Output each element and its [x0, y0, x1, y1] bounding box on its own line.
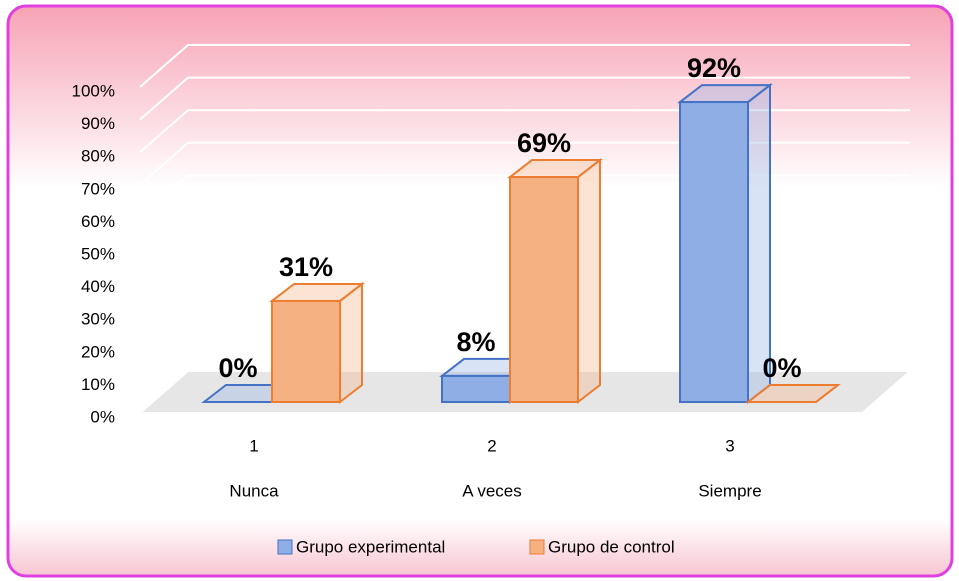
value-label: 8% [456, 327, 495, 357]
x-tick-label: 3 [725, 436, 734, 455]
legend-label: Grupo de control [548, 537, 675, 556]
grid-line [139, 109, 910, 153]
grid-line [139, 141, 910, 186]
legend-label: Grupo experimental [296, 537, 445, 556]
value-label: 31% [279, 252, 333, 282]
y-tick-label: 90% [81, 114, 115, 133]
grid-line [139, 207, 910, 251]
x-tick-label: 2 [487, 436, 496, 455]
grid-line [139, 272, 910, 316]
x-category-label: A veces [462, 481, 522, 500]
bar-side [577, 158, 601, 405]
y-tick-label: 0% [90, 407, 115, 426]
value-label: 0% [762, 353, 801, 383]
bar [509, 176, 579, 403]
value-label: 92% [687, 53, 741, 83]
grid-line [139, 174, 910, 219]
y-tick-label: 50% [81, 244, 115, 263]
y-tick-label: 100% [72, 81, 115, 100]
legend-swatch [529, 539, 545, 555]
grid-line [139, 304, 910, 349]
y-tick-label: 40% [81, 277, 115, 296]
bar-top [745, 384, 841, 403]
grid-line [139, 239, 910, 284]
value-label: 0% [218, 353, 257, 383]
bar [441, 374, 511, 404]
x-category-label: Siempre [698, 481, 761, 500]
x-category-label: Nunca [229, 481, 279, 500]
y-tick-label: 70% [81, 179, 115, 198]
y-tick-label: 20% [81, 342, 115, 361]
grid-line [139, 44, 910, 88]
y-tick-label: 60% [81, 212, 115, 231]
legend-swatch [277, 539, 293, 555]
bar [679, 101, 749, 404]
grid-line [139, 337, 910, 382]
bar-side [339, 281, 363, 405]
value-label: 69% [517, 128, 571, 158]
y-tick-label: 80% [81, 147, 115, 166]
y-tick-label: 30% [81, 310, 115, 329]
grid-line [139, 76, 910, 121]
x-tick-label: 1 [249, 436, 258, 455]
bar [271, 299, 341, 403]
grid-line [139, 370, 910, 414]
y-tick-label: 10% [81, 375, 115, 394]
